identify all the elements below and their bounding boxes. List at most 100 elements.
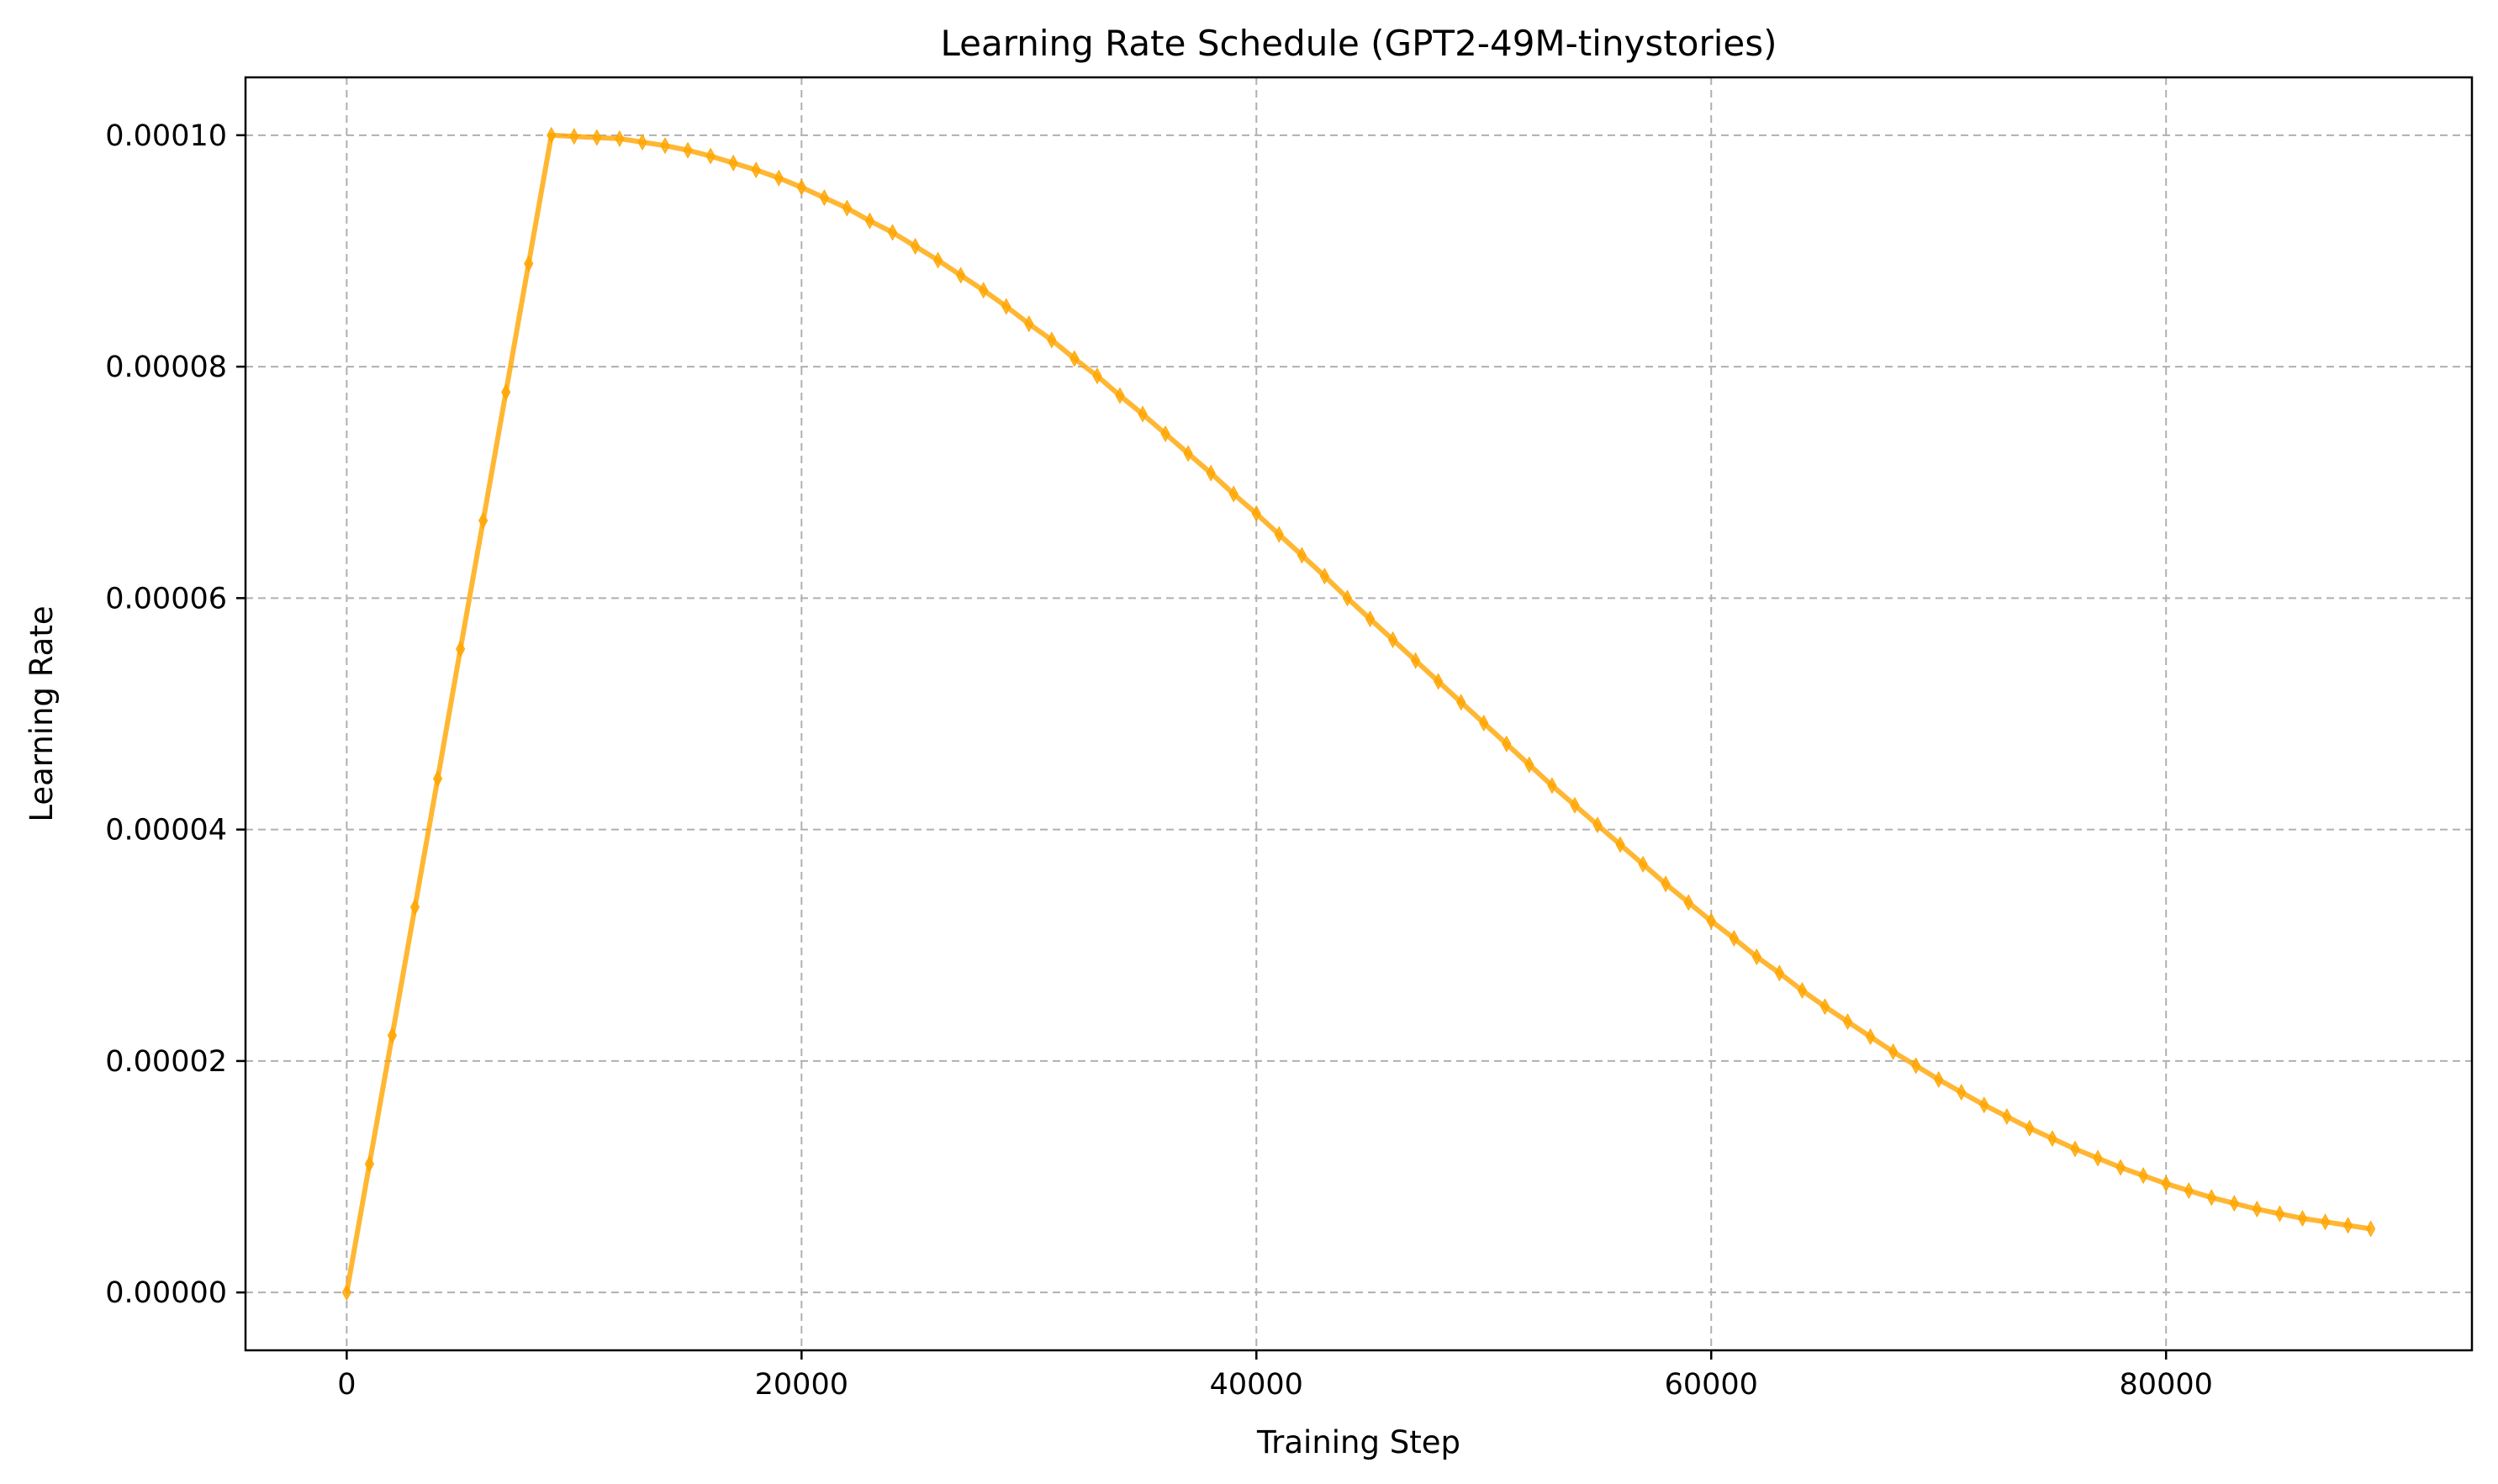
data-point-marker	[728, 154, 738, 172]
data-point-marker	[1638, 855, 1648, 873]
data-point-marker	[1797, 981, 1808, 999]
x-tick-label: 20000	[755, 1368, 848, 1402]
data-point-marker	[2161, 1175, 2171, 1192]
data-point-marker	[1819, 998, 1830, 1016]
data-point-marker	[842, 199, 852, 217]
data-point-marker	[1751, 948, 1761, 966]
data-point-marker	[2206, 1189, 2216, 1207]
data-point-marker	[2184, 1182, 2194, 1200]
data-point-marker	[1434, 673, 1444, 690]
data-point-marker	[364, 1155, 374, 1173]
y-tick-label: 0.00008	[105, 351, 227, 384]
data-point-marker	[2093, 1149, 2103, 1167]
data-point-marker	[979, 282, 989, 299]
data-point-marker	[1228, 485, 1238, 503]
data-point-marker	[1001, 298, 1011, 315]
data-point-marker	[1069, 350, 1080, 367]
data-point-marker	[1092, 367, 1102, 385]
x-tick-label: 60000	[1665, 1368, 1758, 1402]
data-point-marker	[2025, 1119, 2035, 1137]
data-point-marker	[1888, 1043, 1899, 1060]
axis-ticks: 0 20000 40000 60000 80000 0.00000 0.00002 0.000…	[105, 119, 2213, 1402]
y-tick-label: 0.00010	[105, 119, 227, 153]
data-point-marker	[956, 267, 966, 284]
data-point-marker	[1683, 894, 1693, 911]
data-point-marker	[524, 255, 534, 272]
data-point-marker	[1524, 756, 1534, 774]
data-point-marker	[1047, 331, 1057, 349]
data-point-marker	[864, 212, 875, 230]
data-point-marker	[2138, 1167, 2148, 1185]
data-point-marker	[637, 134, 647, 151]
data-point-marker	[2229, 1195, 2239, 1212]
data-point-marker	[341, 1284, 351, 1302]
data-point-marker	[2297, 1210, 2308, 1228]
plot-area	[341, 126, 2376, 1302]
data-point-marker	[547, 126, 557, 144]
data-point-marker	[409, 898, 420, 916]
data-point-marker	[1342, 589, 1353, 607]
x-tick-label: 80000	[2120, 1368, 2213, 1402]
data-point-marker	[478, 512, 489, 530]
data-point-marker	[2047, 1130, 2057, 1148]
data-point-marker	[1729, 929, 1739, 948]
y-axis-label: Learning Rate	[24, 605, 60, 821]
x-tick-label: 40000	[1210, 1368, 1303, 1402]
data-point-marker	[1456, 694, 1466, 711]
data-point-marker	[1138, 405, 1148, 423]
data-point-marker	[1957, 1084, 1967, 1101]
y-tick-label: 0.00004	[105, 814, 227, 848]
data-point-marker	[615, 129, 625, 147]
data-point-marker	[1934, 1070, 1944, 1088]
y-tick-label: 0.00000	[105, 1276, 227, 1310]
data-point-marker	[1570, 796, 1580, 814]
data-point-marker	[2343, 1217, 2353, 1234]
data-point-marker	[1979, 1096, 1989, 1114]
x-axis-label: Training Step	[1256, 1424, 1460, 1460]
data-point-marker	[2366, 1220, 2376, 1238]
data-point-marker	[887, 224, 898, 241]
data-point-marker	[569, 128, 579, 145]
data-point-marker	[1024, 315, 1034, 333]
data-point-marker	[2070, 1140, 2080, 1158]
data-point-marker	[1661, 875, 1671, 893]
data-point-marker	[705, 147, 716, 165]
data-point-marker	[1274, 525, 1284, 543]
data-point-marker	[2252, 1201, 2262, 1218]
data-point-marker	[1479, 714, 1489, 732]
data-point-marker	[2115, 1159, 2126, 1176]
data-point-marker	[1866, 1027, 1876, 1046]
data-point-marker	[1388, 631, 1398, 648]
data-point-marker	[683, 141, 693, 159]
data-point-marker	[1615, 836, 1625, 853]
data-point-marker	[1774, 964, 1784, 982]
axes-frame	[244, 76, 2474, 1352]
data-point-marker	[1183, 445, 1193, 462]
data-point-marker	[1319, 568, 1329, 585]
data-point-marker	[2274, 1205, 2285, 1223]
data-point-marker	[387, 1027, 398, 1044]
data-point-marker	[456, 640, 466, 658]
data-point-marker	[501, 383, 511, 401]
data-point-marker	[1160, 425, 1170, 442]
data-point-marker	[1592, 816, 1603, 834]
data-point-marker	[1251, 504, 1261, 522]
grid-lines	[246, 77, 2472, 1350]
data-point-marker	[1365, 610, 1376, 628]
data-point-marker	[1502, 735, 1512, 753]
data-point-marker	[1842, 1013, 1853, 1031]
data-point-marker	[2320, 1213, 2331, 1231]
chart-title: Learning Rate Schedule (GPT2-49M-tinysto…	[940, 23, 1777, 64]
data-point-marker	[819, 189, 829, 207]
x-tick-label: 0	[337, 1368, 356, 1402]
data-point-marker	[796, 178, 806, 196]
data-point-marker	[660, 137, 670, 155]
data-point-marker	[1706, 912, 1716, 930]
data-point-marker	[1911, 1057, 1921, 1075]
data-point-marker	[933, 251, 943, 269]
data-point-marker	[1206, 464, 1216, 482]
data-point-marker	[1115, 387, 1125, 404]
data-point-marker	[751, 161, 761, 179]
